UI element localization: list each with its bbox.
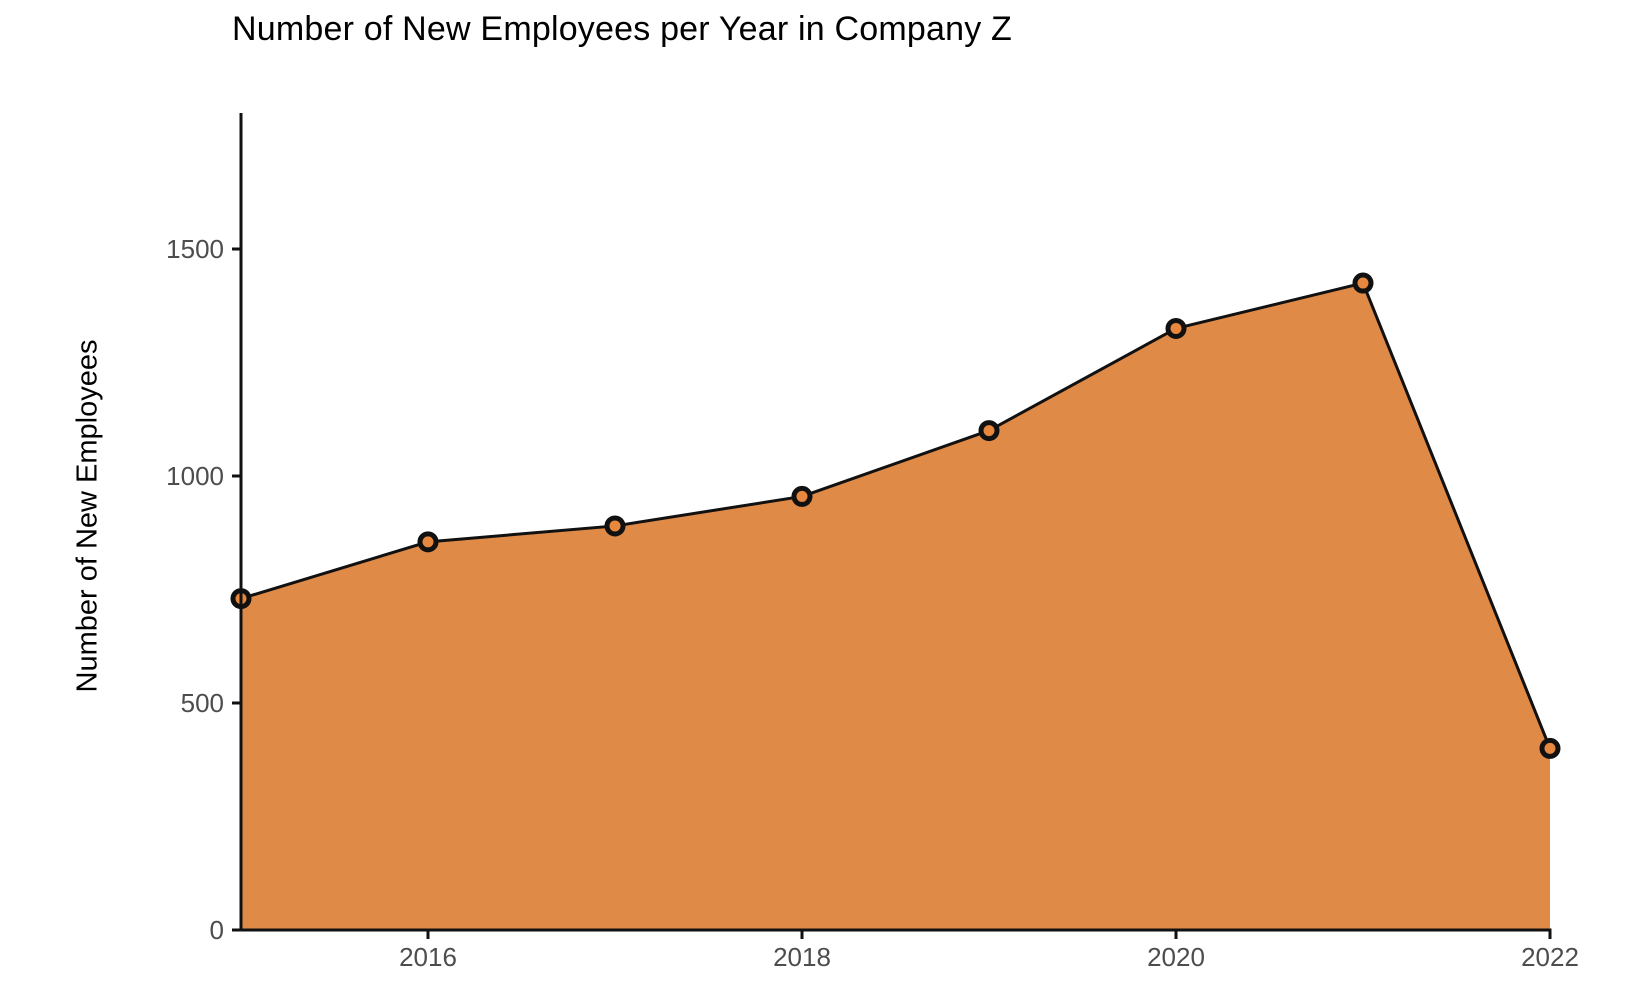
data-line — [239, 281, 1552, 750]
data-point-2022 — [1539, 737, 1561, 759]
x-tick-label-2020: 2020 — [1147, 942, 1205, 972]
area-fill — [241, 283, 1550, 930]
y-tick-label-1500: 1500 — [166, 234, 224, 264]
x-tick-label-2018: 2018 — [773, 942, 831, 972]
chart-title: Number of New Employees per Year in Comp… — [232, 10, 1013, 48]
y-tick-label-0: 0 — [210, 915, 224, 945]
x-tick-label-2016: 2016 — [399, 942, 457, 972]
data-point-2018 — [791, 485, 813, 507]
y-tick-label-500: 500 — [181, 688, 224, 718]
x-tick-label-2022: 2022 — [1521, 942, 1579, 972]
data-point-2017 — [604, 515, 626, 537]
data-point-2020 — [1165, 317, 1187, 339]
data-point-2016 — [417, 531, 439, 553]
data-point-2019 — [978, 420, 1000, 442]
y-tick-label-1000: 1000 — [166, 461, 224, 491]
data-point-2021 — [1352, 272, 1374, 294]
